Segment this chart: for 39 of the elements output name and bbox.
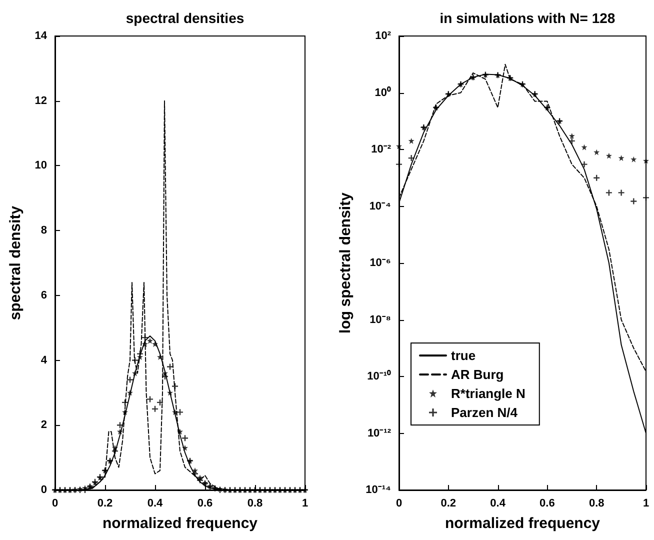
y-axis-title: log spectral density (337, 192, 354, 334)
y-tick-label: 10⁻¹² (367, 427, 392, 440)
x-tick-label: 1 (642, 498, 650, 510)
y-tick-label: 10² (375, 30, 392, 42)
x-tick-label: 0.6 (197, 498, 213, 510)
y-tick-label: 8 (40, 224, 47, 237)
legend-label: R*triangle N (451, 386, 526, 401)
x-axis-title: normalized frequency (444, 515, 601, 532)
x-tick-label: 1 (302, 498, 308, 510)
y-tick-label: 10⁻⁸ (370, 314, 391, 326)
y-tick-label: 10⁻¹⁰ (367, 370, 391, 382)
x-tick-label: 0.4 (490, 498, 506, 510)
x-tick-label: 0 (52, 498, 58, 510)
x-tick-label: 0.2 (97, 498, 113, 510)
y-tick-label: 6 (40, 289, 47, 302)
y-tick-label: 2 (40, 419, 47, 432)
y-tick-label: 10⁻¹⁴ (366, 484, 391, 496)
chart-title: in simulations with N= 128 (440, 10, 616, 26)
x-tick-label: 0.8 (588, 498, 604, 510)
legend-label: AR Burg (451, 367, 504, 382)
y-tick-label: 4 (40, 354, 48, 366)
chart-title: spectral densities (126, 10, 244, 26)
legend-label: Parzen N/4 (451, 405, 518, 420)
y-tick-label: 10⁻⁴ (369, 200, 391, 212)
y-tick-label: 10 (34, 160, 47, 172)
y-tick-label: 0 (40, 484, 47, 496)
y-axis-title: spectral density (7, 205, 24, 320)
x-tick-label: 0.8 (247, 498, 263, 510)
y-tick-label: 12 (34, 94, 47, 107)
x-tick-label: 0 (396, 498, 402, 510)
y-tick-label: 14 (34, 30, 48, 42)
y-tick-label: 10⁰ (374, 86, 391, 99)
y-tick-label: 10⁻⁶ (370, 257, 391, 269)
y-tick-label: 10⁻² (371, 144, 392, 156)
x-tick-label: 0.4 (147, 498, 164, 510)
legend-label: true (451, 348, 476, 363)
x-axis-title: normalized frequency (102, 515, 258, 532)
x-tick-label: 0.6 (540, 498, 555, 510)
x-tick-label: 0.2 (440, 498, 456, 510)
